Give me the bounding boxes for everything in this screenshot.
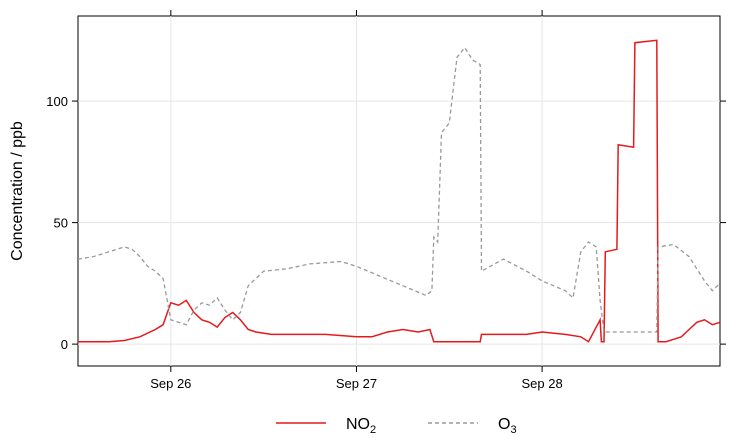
y-tick-label: 0 bbox=[61, 337, 68, 352]
series-layer bbox=[77, 39, 721, 343]
series-line-1 bbox=[78, 39, 721, 343]
y-tick-label: 50 bbox=[54, 216, 68, 231]
x-tick-label: Sep 27 bbox=[336, 376, 377, 391]
axis-ticks: Sep 26 Sep 27 Sep 28 0 50 100 bbox=[46, 10, 726, 391]
y-axis-title: Concentration / ppb bbox=[9, 121, 26, 261]
y-tick-label: 100 bbox=[46, 94, 68, 109]
legend: NO2 O3 bbox=[276, 416, 517, 436]
x-tick-label: Sep 26 bbox=[150, 376, 191, 391]
grid bbox=[78, 16, 720, 366]
plot-area bbox=[77, 15, 721, 367]
series-line-2 bbox=[77, 46, 721, 333]
legend-label-1: NO2 bbox=[346, 416, 376, 436]
x-tick-label: Sep 28 bbox=[521, 376, 562, 391]
legend-label-2: O3 bbox=[498, 416, 517, 436]
